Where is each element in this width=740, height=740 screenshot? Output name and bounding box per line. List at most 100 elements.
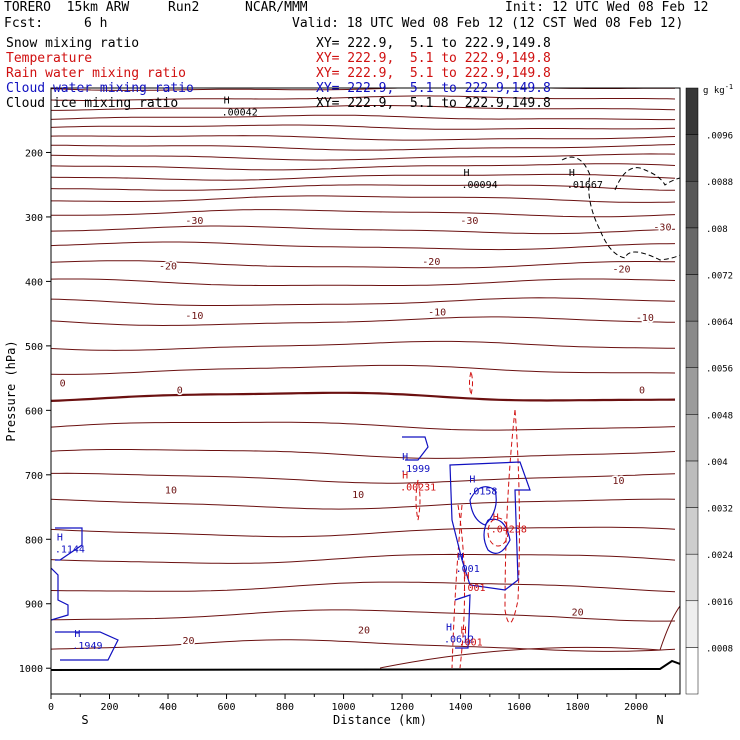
temperature-label: -20	[159, 261, 177, 272]
cloud-water-contour	[55, 527, 83, 561]
colorbar-label: .004	[706, 458, 728, 468]
isotherm-line	[51, 124, 676, 130]
x-tick-label: 200	[100, 702, 118, 713]
x-axis: 0 200 400 600 800 1000 1200 1400 1600 1800 2000	[48, 694, 666, 713]
max-value-label: .00094	[462, 180, 498, 191]
field-xy-snow: XY= 222.9, 5.1 to 222.9,149.8	[316, 36, 551, 51]
field-name-snow: Snow mixing ratio	[6, 36, 140, 51]
temperature-label: 20	[572, 607, 584, 618]
colorbar-swatch	[685, 367, 699, 415]
colorbar-unit: g kg-1	[703, 83, 733, 96]
max-marker-h: H	[446, 623, 452, 634]
max-marker-h: H	[493, 512, 499, 523]
colorbar-label: .0056	[706, 365, 733, 375]
max-marker-h: H	[464, 168, 470, 179]
isotherm-line	[51, 144, 676, 151]
max-marker-h: H	[569, 168, 575, 179]
temperature-label: -20	[612, 265, 630, 276]
isotherm-line	[51, 639, 676, 652]
y-tick-label: 300	[25, 213, 43, 224]
isotherm-line	[51, 153, 676, 161]
colorbar-label: .0024	[706, 551, 733, 561]
isotherm-line	[51, 209, 676, 218]
field-name-rain: Rain water mixing ratio	[6, 66, 187, 81]
x-end-label-south: S	[81, 713, 88, 727]
temperature-label: 10	[165, 486, 177, 497]
max-value-label: .001	[462, 583, 486, 594]
cloud-water-contour	[483, 518, 511, 554]
isotherm-line	[51, 421, 676, 431]
header-center: NCAR/MMM	[245, 0, 308, 15]
temperature-label: 10	[352, 490, 364, 501]
y-axis-label: Pressure (hPa)	[4, 340, 18, 441]
max-marker-h: H	[464, 571, 470, 582]
isotherm-line	[51, 260, 676, 269]
x-end-label-north: N	[656, 713, 663, 727]
y-tick-label: 1000	[19, 664, 43, 675]
colorbar-swatch	[685, 414, 699, 462]
max-marker-h: H	[224, 95, 230, 106]
colorbar-swatch	[685, 600, 699, 648]
temperature-label: -10	[185, 311, 203, 322]
temperature-label: 10	[613, 476, 625, 487]
y-tick-label: 900	[25, 600, 43, 611]
field-xy-temperature: XY= 222.9, 5.1 to 222.9,149.8	[316, 51, 551, 66]
header-model: TORERO 15km ARW	[4, 0, 130, 15]
colorbar-swatch	[685, 227, 699, 275]
cloud-water-contour	[454, 594, 471, 649]
temperature-label: 20	[358, 626, 370, 637]
colorbar-label: .0008	[706, 644, 733, 654]
colorbar-label: .0032	[706, 505, 733, 515]
isotherm-line	[51, 553, 676, 564]
max-value-label: .1144	[55, 544, 85, 555]
y-axis: 200 300 400 500 600 700 800 900 1000	[19, 148, 51, 675]
isotherm-line	[51, 449, 676, 459]
colorbar-swatch	[685, 647, 699, 695]
colorbar-label: .0064	[706, 318, 733, 328]
isotherm-line	[51, 173, 676, 181]
x-axis-label: Distance (km)	[333, 713, 427, 727]
x-tick-label: 2000	[624, 702, 648, 713]
isotherm-line	[51, 95, 676, 101]
temperature-label: -10	[428, 308, 446, 319]
header-fcst-value: 6 h	[84, 16, 108, 31]
colorbar-swatch	[685, 460, 699, 508]
x-tick-label: 1600	[507, 702, 531, 713]
x-tick-label: 800	[276, 702, 294, 713]
isotherm-line	[51, 526, 676, 538]
x-tick-label: 1400	[449, 702, 473, 713]
max-marker-h: H	[469, 474, 475, 485]
colorbar-label: .0088	[706, 178, 733, 188]
isotherm-line	[51, 163, 676, 171]
max-marker-h: H	[402, 452, 408, 463]
colorbar-swatch	[685, 180, 699, 229]
isotherm-line	[51, 241, 676, 251]
max-marker-h: H	[74, 629, 80, 640]
header-run: Run2	[168, 0, 200, 15]
x-tick-label: 400	[159, 702, 177, 713]
max-value-label: .001	[459, 637, 483, 648]
max-value-label: .1999	[400, 464, 430, 475]
colorbar-label: .0048	[706, 411, 733, 421]
colorbar-swatch	[685, 134, 699, 182]
cloud-water-contour	[449, 461, 531, 591]
isotherm-line	[51, 391, 676, 402]
isotherm-line	[51, 609, 676, 622]
max-marker-h: H	[402, 471, 408, 482]
x-tick-label: 600	[218, 702, 236, 713]
cloud-water-contour	[55, 631, 119, 661]
y-tick-label: 400	[25, 277, 43, 288]
rain-contour	[469, 371, 473, 396]
isotherm-line	[51, 581, 676, 593]
isotherm-line	[51, 114, 675, 121]
max-value-label: .00231	[400, 483, 436, 494]
isotherm-line	[51, 472, 676, 484]
max-value-label: .04238	[491, 524, 527, 535]
field-xy-cloud-ice: XY= 222.9, 5.1 to 222.9,149.8	[316, 96, 551, 111]
max-marker-h: H	[461, 625, 467, 636]
colorbar-swatch	[685, 87, 699, 135]
field-xy-cloud-water: XY= 222.9, 5.1 to 222.9,149.8	[316, 81, 551, 96]
isotherm-line	[51, 340, 676, 351]
cloud-water-contour	[402, 436, 429, 461]
